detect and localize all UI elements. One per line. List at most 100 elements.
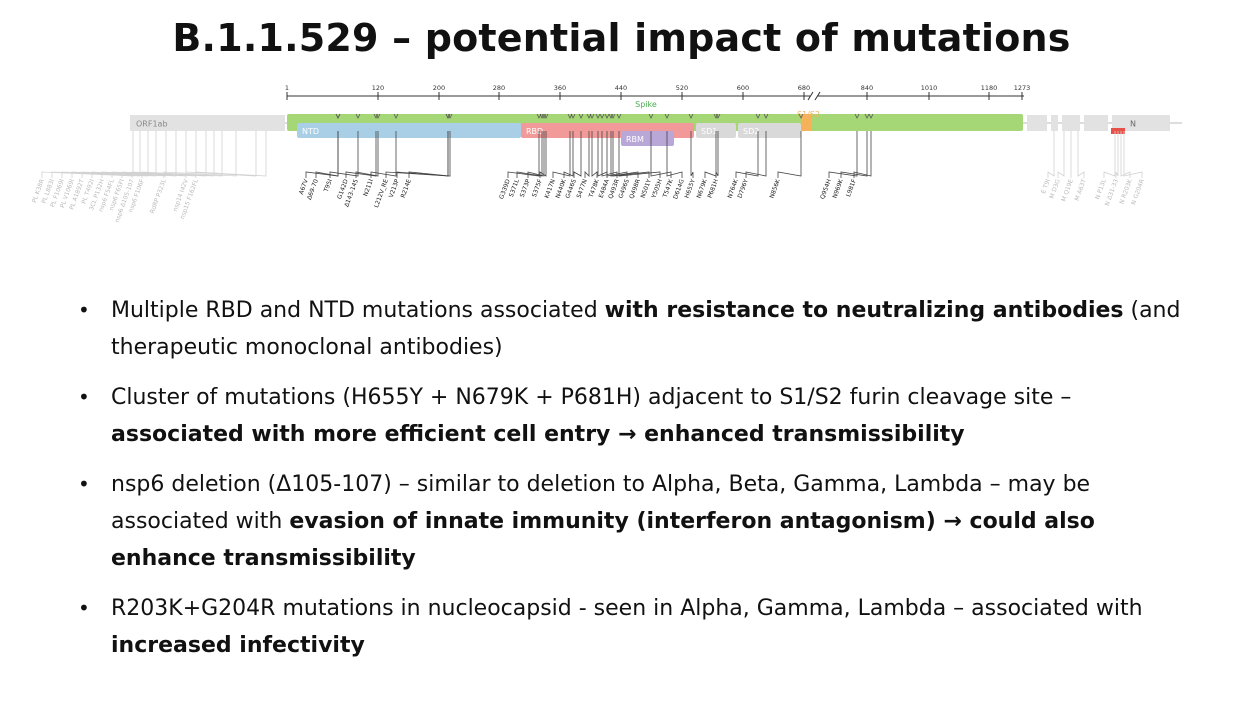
other-mutation-label: E T9I: [1040, 178, 1052, 195]
bullet-dot: •: [78, 596, 90, 620]
orf1ab-label: ORF1ab: [136, 120, 168, 129]
bullet-item: • Multiple RBD and NTD mutations associa…: [78, 292, 1198, 366]
spike-label: Spike: [635, 100, 657, 109]
spike-mutation-connector: [735, 131, 759, 178]
spike-mutation-marker: [868, 113, 874, 119]
bullet-segment: R203K+G204R mutations in nucleocapsid - …: [111, 596, 1143, 621]
bullet-dot: •: [78, 385, 90, 409]
rbm-domain: [621, 131, 674, 146]
spike-mutation-label: N211I: [362, 178, 375, 197]
spike-mutation-connector: [840, 131, 868, 178]
spike-mutation-connector: [666, 131, 683, 178]
spike-mutation-label: S373P: [519, 178, 532, 198]
other-mutation-connector: [1103, 131, 1116, 178]
spike-mutation-connector: [563, 131, 574, 178]
orf1ab-mutation-connector: [91, 131, 177, 178]
spike-mutation-marker: [393, 113, 399, 119]
ntd-label: NTD: [302, 127, 319, 136]
axis-tick-label: 680: [798, 84, 810, 92]
orf1ab-mutation-connector: [71, 131, 157, 178]
bullet-segment-bold: evasion of innate immunity (interferon a…: [111, 509, 1095, 571]
spike-mutation-connector: [612, 131, 650, 178]
axis-tick-label: 1273: [1014, 84, 1031, 92]
spike-mutation-marker: [543, 113, 549, 119]
axis-tick-label: 1180: [981, 84, 998, 92]
ntd-domain: [297, 123, 521, 138]
spike-mutation-marker: [570, 113, 576, 119]
s1s2-label: S1/S2: [797, 110, 820, 119]
spike-mutation-connector: [853, 131, 872, 178]
orf3-block: [1027, 115, 1047, 131]
bullet-segment: Multiple RBD and NTD mutations associate…: [111, 298, 605, 323]
s1s2-site: [801, 114, 811, 131]
spike-mutation-label: N856K: [769, 177, 783, 199]
sd2-label: SD2: [743, 127, 759, 136]
axis-tick-label: 440: [615, 84, 627, 92]
rbd-label: RBD: [526, 127, 543, 136]
spike-mutation-connector: [396, 131, 449, 178]
bullet-list: • Multiple RBD and NTD mutations associa…: [78, 292, 1198, 677]
spike-mutation-marker: [355, 113, 361, 119]
other-mutation-connector: [1120, 131, 1131, 178]
spike-mutation-marker: [604, 113, 610, 119]
spike-mutation-connector: [507, 131, 540, 178]
spike-mutation-connector: [601, 131, 618, 178]
spike-mutation-label: S375F: [531, 178, 544, 198]
spike-mutation-connector: [690, 131, 694, 178]
spike-mutation-marker: [688, 113, 694, 119]
spike-mutation-connector: [745, 131, 767, 178]
spike-mutation-marker: [610, 113, 616, 119]
bullet-segment-bold: with resistance to neutralizing antibodi…: [604, 298, 1124, 323]
spike-mutation-connector: [539, 131, 547, 178]
sd1-label: SD1: [701, 127, 717, 136]
axis-tick-label: 360: [554, 84, 566, 92]
axis-tick-label: 120: [372, 84, 384, 92]
other-mutation-connector: [1115, 131, 1119, 178]
spike-mutation-marker: [616, 113, 622, 119]
bullet-item: • R203K+G204R mutations in nucleocapsid …: [78, 590, 1198, 664]
spike-mutation-label: N969K: [832, 177, 846, 199]
orf1ab-mutation-connector: [81, 131, 167, 178]
spike-mutation-connector: [385, 131, 449, 178]
spike-mutation-label: R214E: [400, 178, 413, 199]
spike-mutation-label: L212V_RE: [373, 178, 390, 209]
bullet-dot: •: [78, 298, 90, 322]
slide-title: B.1.1.529 – potential impact of mutation…: [172, 16, 1071, 60]
rbm-label: RBM: [626, 135, 644, 144]
sd2-domain: [738, 123, 801, 138]
other-mutation-connector: [1077, 131, 1085, 178]
bullet-segment-bold: associated with more efficient cell entr…: [111, 422, 965, 447]
bullet-segment: nsp6 deletion (Δ105-107) – similar to de…: [111, 472, 1091, 534]
other-mutation-connector: [1123, 131, 1143, 178]
axis-tick-label: 1010: [921, 84, 938, 92]
spike-mutation-marker: [578, 113, 584, 119]
spike-mutation-connector: [408, 131, 451, 178]
spike-mutation-marker: [595, 113, 601, 119]
bullet-text: nsp6 deletion (Δ105-107) – similar to de…: [111, 472, 1095, 571]
spike-mutation-marker: [664, 113, 670, 119]
spike-mutation-connector: [305, 131, 339, 178]
axis-tick-label: 840: [861, 84, 873, 92]
spike-mutation-connector: [329, 131, 359, 178]
spike-mutation-connector: [597, 131, 608, 178]
spike-mutation-connector: [777, 131, 802, 178]
spike-mutation-marker: [445, 113, 451, 119]
orf1ab-mutation-connector: [195, 131, 267, 178]
spike-mutation-marker: [854, 113, 860, 119]
sd1-domain: [696, 123, 736, 138]
spike-mutation-connector: [573, 131, 582, 178]
n-block: [1112, 115, 1170, 131]
spike-mutation-marker: [648, 113, 654, 119]
orf1ab-mutation-connector: [131, 131, 215, 178]
bullet-segment: Cluster of mutations (H655Y + N679K + P6…: [111, 385, 1072, 410]
spike-mutation-connector: [345, 131, 377, 178]
spike-mutation-connector: [370, 131, 397, 178]
position-axis: 1 120 200 280 360 440 520 600 680 840 1010 1180 1273: [285, 84, 1031, 101]
bullet-segment-bold: increased infectivity: [111, 633, 365, 658]
spike-mutation-connector: [315, 131, 339, 178]
other-mutation-label: M Q19E: [1060, 178, 1075, 202]
orf1ab-mutation-connector: [51, 131, 141, 178]
bullet-text: Multiple RBD and NTD mutations associate…: [111, 298, 1180, 360]
spike-mutation-marker: [373, 113, 379, 119]
spike-mutation-connector: [618, 131, 661, 178]
